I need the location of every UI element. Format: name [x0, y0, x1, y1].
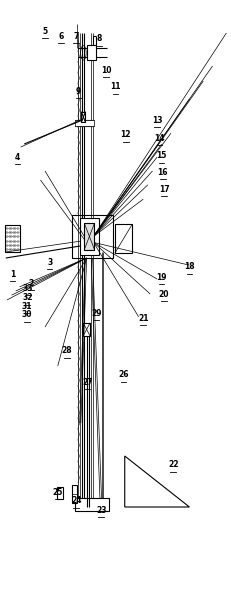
Text: 15: 15 [157, 151, 167, 160]
Text: 28: 28 [62, 346, 72, 355]
Text: 5: 5 [43, 27, 48, 36]
Text: 16: 16 [158, 168, 168, 177]
Text: 10: 10 [101, 66, 112, 75]
Text: 23: 23 [96, 506, 106, 515]
Bar [5, 225, 20, 252]
Text: 3: 3 [47, 258, 52, 267]
Text: 17: 17 [159, 185, 169, 194]
Text: 18: 18 [184, 262, 195, 271]
Text: 9: 9 [76, 87, 81, 96]
Bar [83, 323, 90, 336]
Text: 1: 1 [10, 270, 15, 279]
Bar [75, 120, 94, 126]
Text: 4: 4 [15, 153, 20, 162]
Text: 27: 27 [82, 378, 93, 387]
Text: 21: 21 [138, 314, 149, 323]
Text: 6: 6 [59, 32, 64, 41]
Text: 19: 19 [156, 273, 167, 282]
Bar [72, 215, 113, 258]
Bar [72, 485, 77, 503]
Bar [75, 498, 109, 511]
Text: 32: 32 [22, 293, 33, 302]
Bar [80, 218, 99, 255]
Bar [57, 487, 63, 499]
Text: 14: 14 [154, 134, 165, 143]
Text: 33: 33 [23, 284, 33, 293]
Text: 20: 20 [159, 290, 169, 299]
Text: 13: 13 [152, 116, 162, 125]
Bar [81, 112, 85, 122]
Text: 29: 29 [91, 309, 102, 318]
Text: 25: 25 [52, 488, 62, 497]
Text: 8: 8 [97, 34, 102, 43]
Text: 26: 26 [118, 370, 129, 379]
Polygon shape [125, 456, 189, 507]
Bar [87, 45, 96, 60]
Text: 2: 2 [29, 279, 34, 288]
Text: 30: 30 [22, 310, 33, 319]
Text: 12: 12 [121, 130, 131, 139]
Text: 11: 11 [110, 82, 121, 91]
Bar [115, 224, 132, 253]
Bar [84, 223, 94, 250]
Text: 24: 24 [71, 496, 82, 505]
Text: 31: 31 [22, 302, 33, 311]
Text: 7: 7 [73, 32, 79, 41]
Text: 22: 22 [168, 460, 179, 469]
